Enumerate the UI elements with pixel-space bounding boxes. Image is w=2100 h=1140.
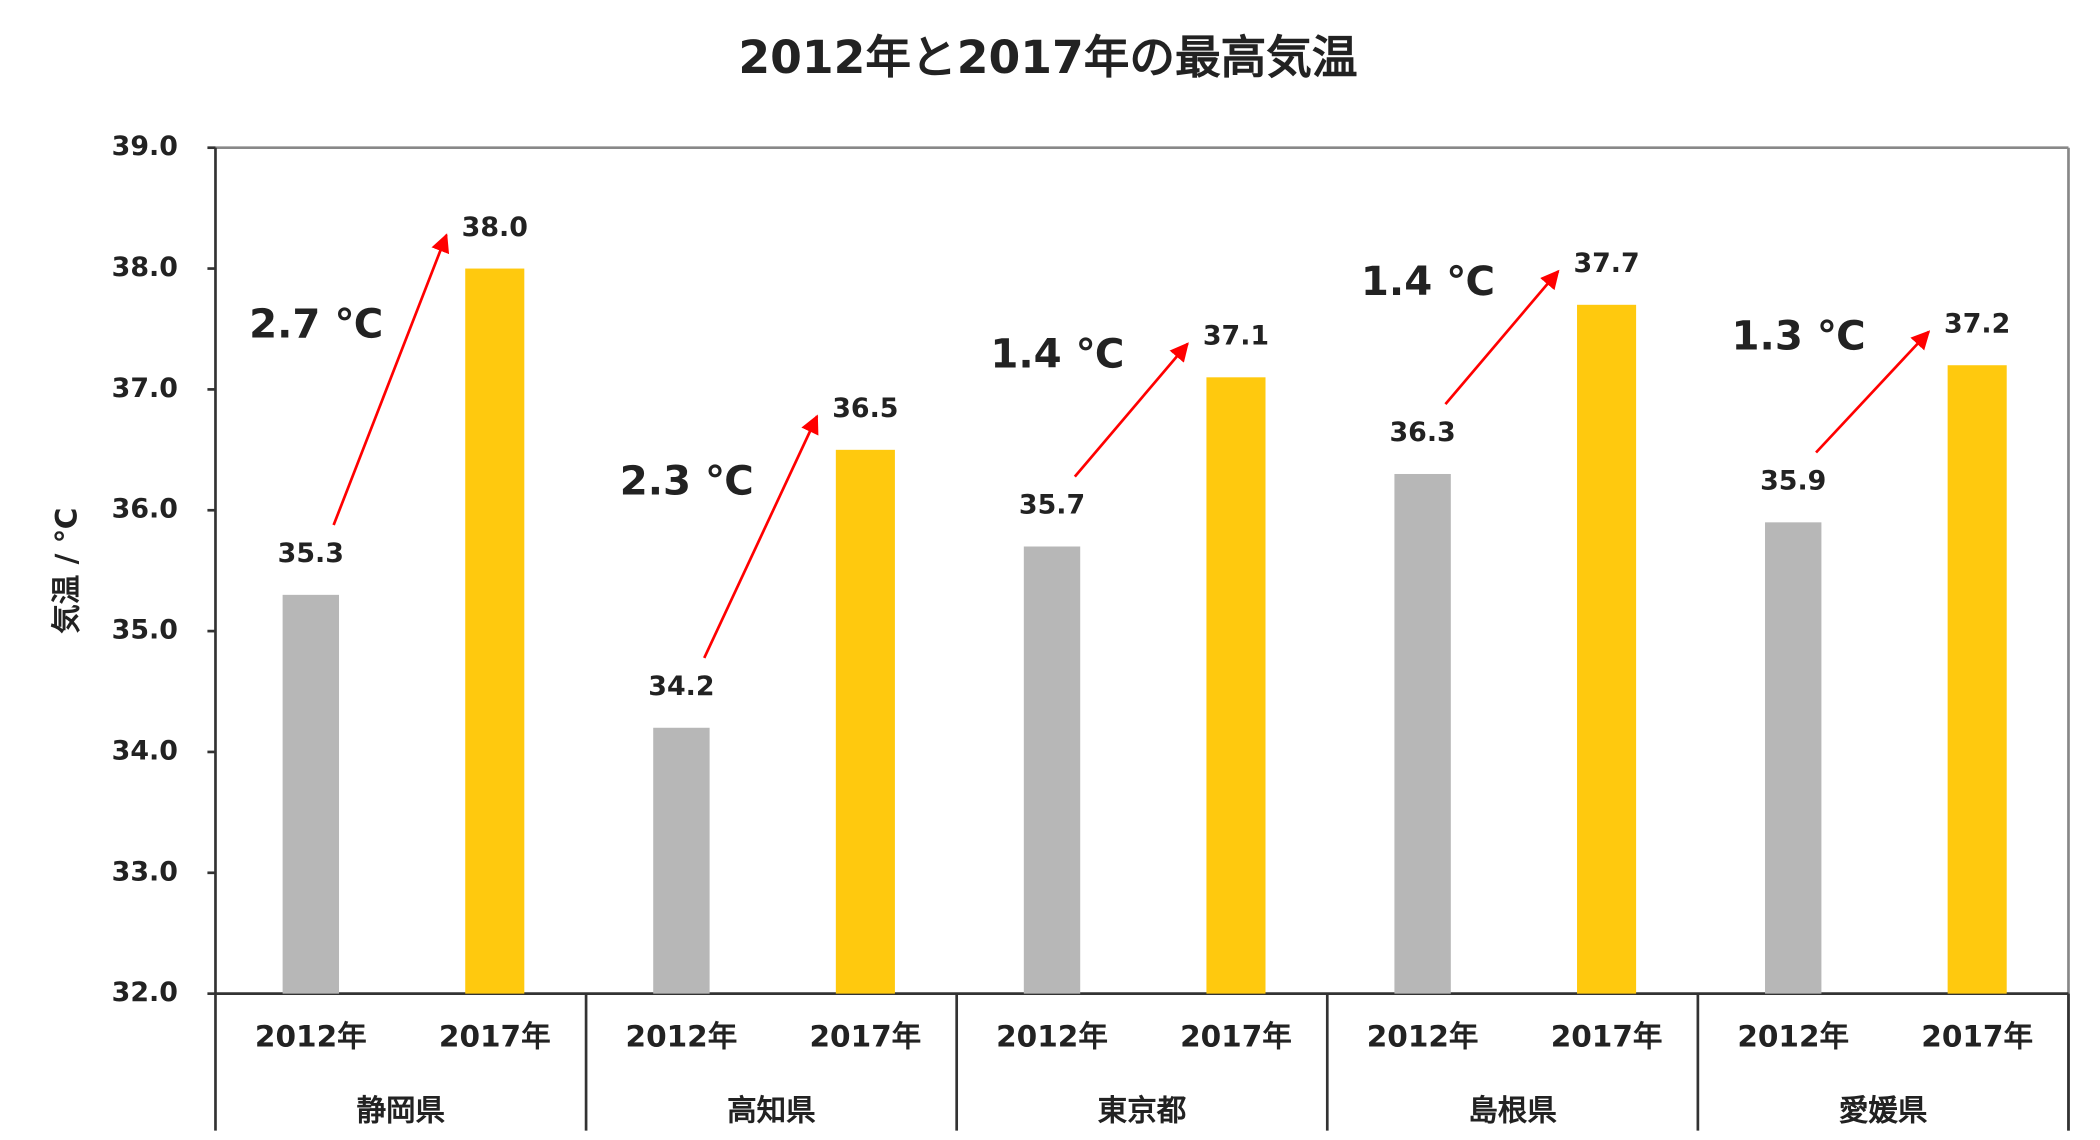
value-label: 36.5 (832, 393, 898, 424)
annotation: 1.4 ℃ (1361, 259, 1495, 305)
annotation: 2.7 ℃ (249, 301, 383, 347)
bar (1947, 365, 2007, 994)
y-tick-label: 35.0 (112, 615, 178, 646)
annotation: 1.3 ℃ (1732, 313, 1866, 359)
value-label: 37.1 (1203, 321, 1269, 352)
y-tick-label: 33.0 (112, 856, 178, 887)
value-label: 35.9 (1760, 466, 1826, 497)
x-sub-label: 2017年 (810, 1019, 922, 1053)
x-sub-label: 2012年 (626, 1019, 738, 1053)
x-category-label: 島根県 (1468, 1093, 1557, 1127)
y-tick-label: 36.0 (112, 494, 178, 525)
bar (1765, 522, 1822, 994)
x-sub-label: 2012年 (996, 1019, 1108, 1053)
value-label: 36.3 (1389, 417, 1455, 448)
arrow (703, 414, 819, 659)
y-tick-label: 34.0 (112, 735, 178, 766)
y-axis-label: 気温 / ℃ (49, 508, 83, 634)
y-tick-label: 32.0 (112, 977, 178, 1008)
bar (1206, 377, 1266, 994)
bar (465, 268, 525, 994)
x-category-label: 高知県 (727, 1093, 816, 1127)
value-label: 35.7 (1019, 490, 1085, 521)
annotation: 2.3 ℃ (620, 458, 754, 504)
x-sub-label: 2012年 (255, 1019, 367, 1053)
bar (653, 727, 710, 994)
value-label: 35.3 (278, 538, 344, 569)
bar (1577, 304, 1637, 994)
bar (1394, 473, 1451, 994)
arrow (1815, 330, 1931, 454)
y-tick-label: 39.0 (112, 131, 178, 162)
x-sub-label: 2017年 (1921, 1019, 2033, 1053)
x-category-label: 静岡県 (356, 1093, 445, 1127)
bar (835, 449, 895, 994)
y-tick-label: 38.0 (112, 252, 178, 283)
value-label: 37.2 (1944, 308, 2010, 339)
arrow (1444, 269, 1560, 406)
value-label: 34.2 (648, 671, 714, 702)
x-category-label: 愛媛県 (1839, 1093, 1928, 1127)
x-sub-label: 2017年 (1551, 1019, 1663, 1053)
bar (1023, 546, 1081, 994)
value-label: 37.7 (1573, 248, 1639, 279)
x-sub-label: 2012年 (1737, 1019, 1849, 1053)
x-sub-label: 2017年 (1180, 1019, 1292, 1053)
arrow (1073, 342, 1189, 478)
x-category-label: 東京都 (1098, 1093, 1187, 1127)
chart-title: 2012年と2017年の最高気温 (738, 31, 1357, 84)
x-sub-label: 2012年 (1367, 1019, 1479, 1053)
value-label: 38.0 (462, 212, 528, 243)
bar (282, 594, 340, 994)
arrow (332, 233, 450, 526)
annotation: 1.4 ℃ (990, 332, 1124, 378)
y-tick-label: 37.0 (112, 373, 178, 404)
x-sub-label: 2017年 (439, 1019, 551, 1053)
